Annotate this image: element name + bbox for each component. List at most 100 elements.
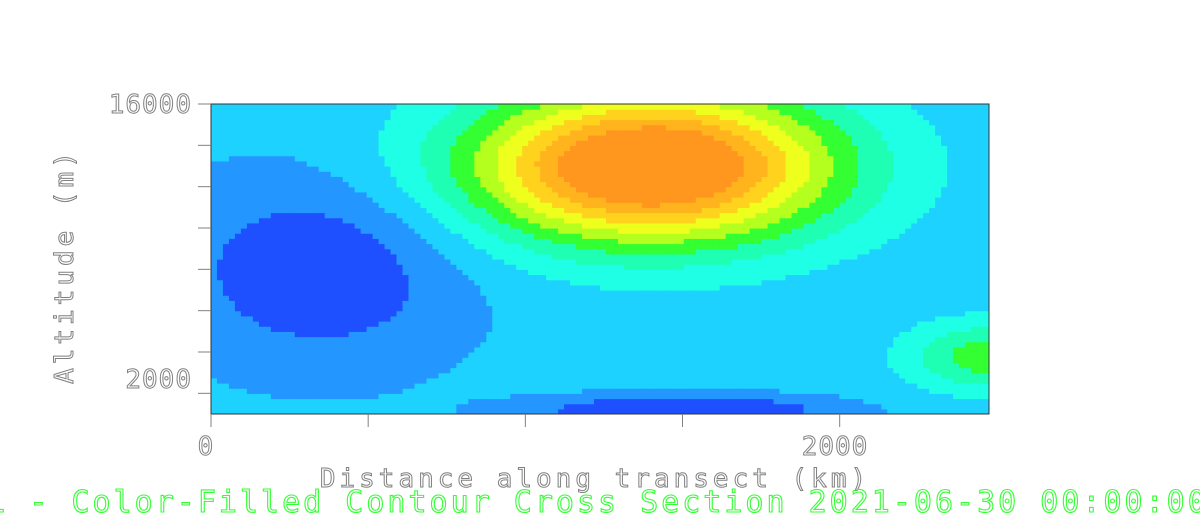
- contour-cell: [576, 176, 583, 183]
- contour-cell: [516, 243, 523, 250]
- contour-cell: [384, 269, 392, 276]
- contour-cell: [348, 135, 356, 141]
- contour-cell: [354, 398, 362, 405]
- contour-cell: [258, 269, 266, 276]
- contour-cell: [653, 408, 661, 414]
- contour-cell: [540, 145, 547, 152]
- contour-cell: [683, 228, 691, 234]
- contour-cell: [342, 129, 350, 136]
- contour-cell: [366, 228, 374, 234]
- contour-cell: [504, 305, 511, 312]
- contour-cell: [456, 238, 463, 245]
- contour-cell: [546, 357, 553, 363]
- contour-cell: [629, 336, 637, 343]
- contour-cell: [270, 352, 278, 358]
- contour-cell: [258, 181, 266, 188]
- contour-cell: [600, 398, 607, 405]
- contour-cell: [300, 383, 308, 389]
- contour-cell: [211, 181, 218, 188]
- contour-cell: [468, 243, 475, 250]
- contour-cell: [456, 217, 463, 224]
- contour-cell: [402, 228, 410, 234]
- contour-cell: [665, 393, 673, 400]
- contour-cell: [480, 269, 487, 276]
- contour-cell: [701, 264, 709, 270]
- contour-cell: [659, 228, 667, 234]
- contour-cell: [504, 186, 511, 193]
- contour-cell: [522, 129, 529, 136]
- contour-cell: [264, 222, 272, 229]
- contour-cell: [270, 300, 278, 307]
- contour-cell: [312, 341, 320, 348]
- contour-cell: [318, 372, 326, 379]
- contour-cell: [234, 398, 242, 405]
- contour-cell: [641, 129, 649, 136]
- contour-cell: [420, 186, 428, 193]
- contour-cell: [528, 326, 535, 332]
- contour-cell: [384, 253, 392, 260]
- contour-cell: [234, 274, 242, 281]
- contour-cell: [623, 181, 631, 188]
- contour-cell: [288, 114, 296, 121]
- contour-cell: [240, 274, 248, 281]
- contour-cell: [438, 377, 445, 384]
- contour-cell: [677, 346, 685, 353]
- contour-cell: [354, 243, 362, 250]
- contour-cell: [558, 222, 565, 229]
- contour-cell: [647, 305, 655, 312]
- contour-cell: [677, 367, 685, 374]
- contour-cell: [605, 357, 613, 363]
- contour-cell: [372, 104, 380, 110]
- contour-cell: [486, 114, 493, 121]
- contour-cell: [396, 155, 404, 162]
- contour-cell: [594, 181, 601, 188]
- contour-cell: [546, 403, 553, 410]
- contour-cell: [306, 305, 314, 312]
- contour-cell: [492, 352, 499, 358]
- contour-cell: [294, 166, 302, 172]
- contour-cell: [629, 372, 637, 379]
- contour-cell: [228, 228, 236, 234]
- contour-cell: [270, 202, 278, 208]
- contour-cell: [546, 129, 553, 136]
- contour-cell: [516, 290, 523, 296]
- contour-cell: [522, 186, 529, 193]
- contour-cell: [582, 362, 589, 369]
- contour-cell: [528, 362, 535, 369]
- contour-cell: [360, 290, 368, 296]
- contour-cell: [474, 362, 481, 369]
- contour-cell: [671, 207, 679, 214]
- contour-cell: [528, 290, 535, 296]
- contour-cell: [258, 150, 266, 157]
- contour-cell: [570, 357, 577, 363]
- contour-cell: [516, 393, 523, 400]
- contour-cell: [432, 295, 440, 301]
- contour-cell: [576, 109, 583, 115]
- contour-cell: [234, 346, 242, 353]
- contour-cell: [384, 124, 392, 131]
- contour-cell: [252, 145, 260, 152]
- contour-cell: [306, 140, 314, 146]
- contour-cell: [300, 315, 308, 322]
- contour-cell: [617, 341, 625, 348]
- contour-cell: [540, 109, 547, 115]
- contour-cell: [677, 398, 685, 405]
- contour-cell: [474, 124, 481, 131]
- contour-cell: [665, 331, 673, 338]
- contour-cell: [462, 140, 469, 146]
- contour-cell: [306, 367, 314, 374]
- contour-cell: [683, 346, 691, 353]
- contour-cell: [444, 408, 451, 414]
- contour-cell: [354, 140, 362, 146]
- contour-cell: [354, 166, 362, 172]
- contour-cell: [504, 145, 511, 152]
- contour-cell: [444, 279, 451, 286]
- contour-cell: [570, 145, 577, 152]
- contour-cell: [665, 217, 673, 224]
- contour-cell: [264, 207, 272, 214]
- contour-cell: [474, 310, 481, 317]
- contour-cell: [312, 176, 320, 183]
- contour-cell: [695, 269, 703, 276]
- contour-cell: [294, 181, 302, 188]
- contour-cell: [605, 259, 613, 265]
